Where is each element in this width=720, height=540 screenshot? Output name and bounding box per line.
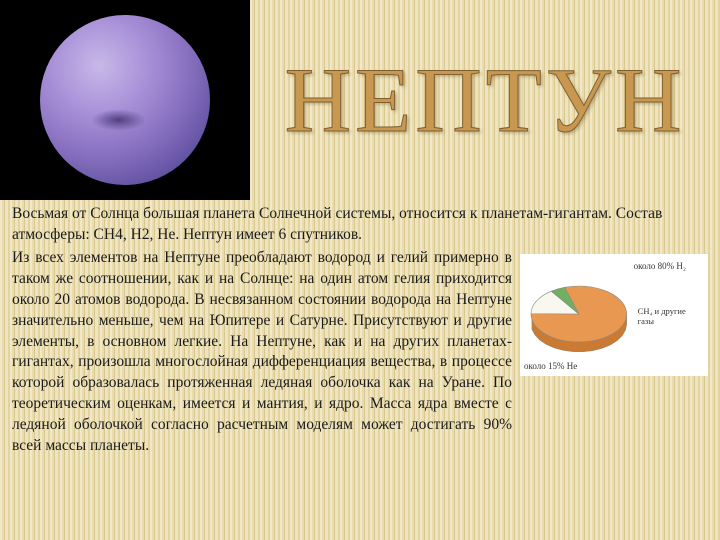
pie-svg — [524, 278, 634, 356]
chart-bottom-row: около 15% He — [524, 360, 704, 372]
chart-legend-other: CH₄ и другие газы — [638, 307, 704, 327]
body-wrap: Из всех элементов на Нептуне преобладают… — [12, 248, 708, 457]
page-title: НЕПТУН — [250, 47, 720, 153]
content-region: Восьмая от Солнца большая планета Солнеч… — [0, 200, 720, 465]
composition-pie-chart: около 80% H₂ CH₄ и другие газы около 15%… — [520, 254, 708, 376]
lead-paragraph: Восьмая от Солнца большая планета Солнеч… — [12, 204, 708, 246]
chart-column: около 80% H₂ CH₄ и другие газы около 15%… — [520, 248, 708, 457]
body-paragraph: Из всех элементов на Нептуне преобладают… — [12, 248, 512, 457]
neptune-planet-illustration — [40, 15, 210, 185]
pie-wrap: CH₄ и другие газы — [524, 278, 704, 356]
planet-image-box — [0, 0, 250, 200]
header-region: НЕПТУН — [0, 0, 720, 200]
chart-label-he: около 15% He — [524, 360, 577, 372]
chart-label-h2: около 80% H₂ — [524, 260, 686, 272]
